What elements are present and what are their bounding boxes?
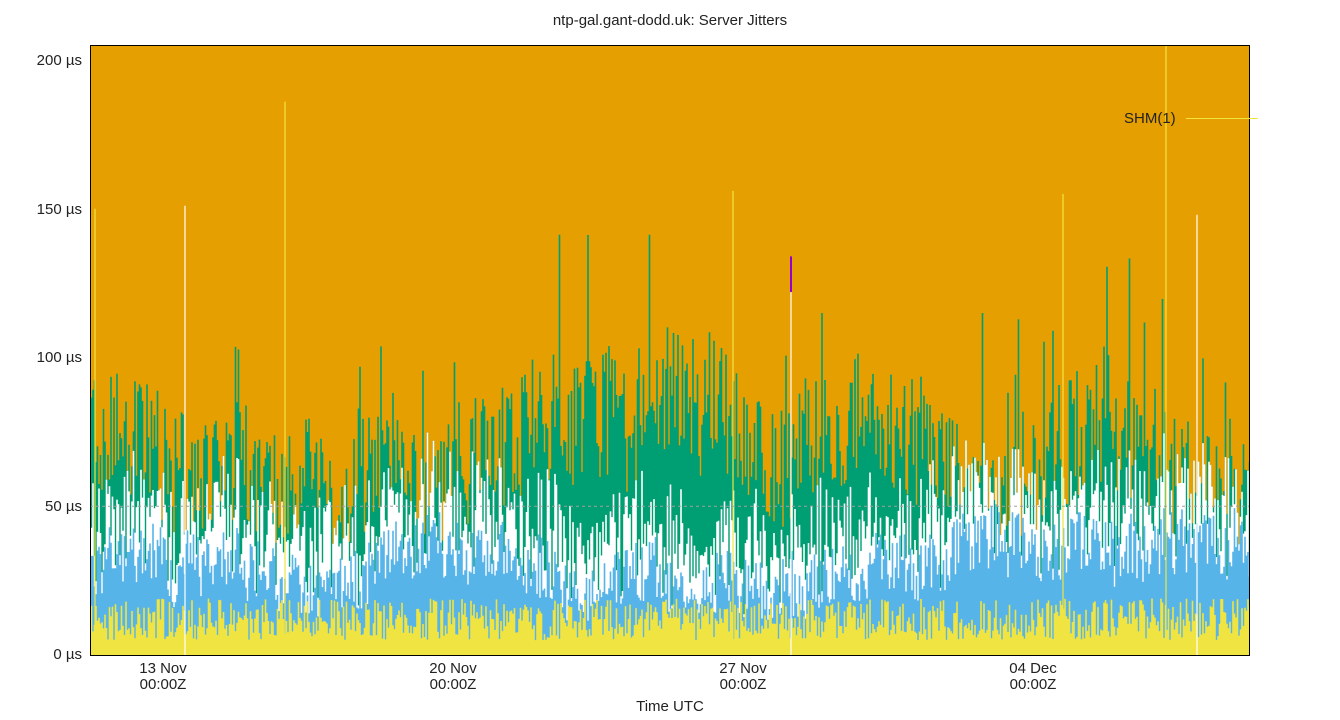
x-tick-27-nov: 27 Nov 00:00Z (693, 661, 793, 693)
plot-area (90, 45, 1250, 656)
x-tick-date: 13 Nov (139, 660, 187, 677)
legend-line-icon (1185, 118, 1258, 119)
y-tick-label-100: 100 µs (36, 349, 82, 366)
x-tick-time: 00:00Z (429, 676, 477, 693)
x-tick-04-dec: 04 Dec 00:00Z (983, 661, 1083, 693)
x-tick-date: 27 Nov (719, 660, 767, 677)
x-axis-title: Time UTC (636, 698, 704, 715)
y-tick-label-50: 50 µs (45, 498, 82, 515)
x-tick-date: 20 Nov (429, 660, 477, 677)
y-tick-label-0: 0 µs (53, 646, 82, 663)
chart-title: ntp-gal.gant-dodd.uk: Server Jitters (552, 12, 788, 29)
x-tick-13-nov: 13 Nov 00:00Z (113, 661, 213, 693)
legend: SHM(1) (1124, 110, 1258, 127)
y-tick-label-150: 150 µs (36, 201, 82, 218)
x-tick-date: 04 Dec (1009, 660, 1057, 677)
x-tick-time: 00:00Z (1009, 676, 1057, 693)
jitter-series-graphic (90, 45, 1250, 656)
legend-label: SHM(1) (1124, 110, 1176, 127)
x-tick-time: 00:00Z (719, 676, 767, 693)
y-tick-label-200: 200 µs (36, 52, 82, 69)
x-tick-time: 00:00Z (139, 676, 187, 693)
x-tick-20-nov: 20 Nov 00:00Z (403, 661, 503, 693)
